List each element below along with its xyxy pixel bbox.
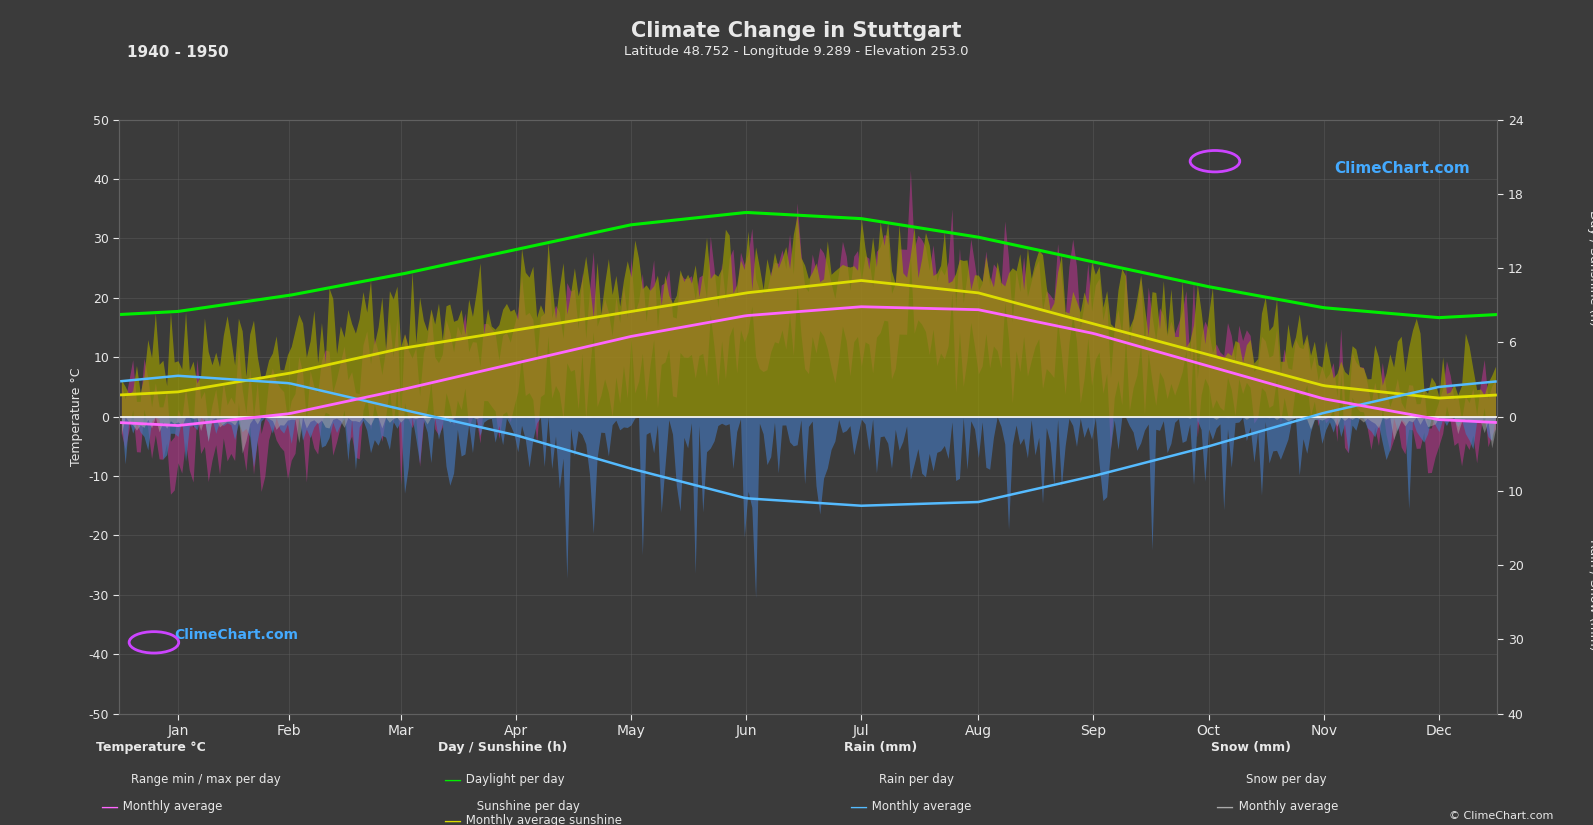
Text: Monthly average: Monthly average: [868, 800, 972, 813]
Text: Day / Sunshine (h): Day / Sunshine (h): [1587, 210, 1593, 326]
Text: Monthly average: Monthly average: [119, 800, 223, 813]
Text: Snow (mm): Snow (mm): [1211, 741, 1290, 754]
Text: Range min / max per day: Range min / max per day: [131, 773, 280, 786]
Text: —: —: [849, 798, 867, 816]
Text: Daylight per day: Daylight per day: [462, 773, 564, 786]
Text: © ClimeChart.com: © ClimeChart.com: [1448, 811, 1553, 821]
Text: Latitude 48.752 - Longitude 9.289 - Elevation 253.0: Latitude 48.752 - Longitude 9.289 - Elev…: [624, 45, 969, 59]
Text: Monthly average: Monthly average: [1235, 800, 1338, 813]
Text: —: —: [100, 798, 118, 816]
Text: Rain / Snow (mm): Rain / Snow (mm): [1587, 539, 1593, 651]
Text: 1940 - 1950: 1940 - 1950: [127, 45, 229, 60]
Text: ClimeChart.com: ClimeChart.com: [1333, 161, 1470, 177]
Text: Temperature °C: Temperature °C: [96, 741, 205, 754]
Text: ClimeChart.com: ClimeChart.com: [175, 629, 298, 643]
Text: Day / Sunshine (h): Day / Sunshine (h): [438, 741, 567, 754]
Text: Climate Change in Stuttgart: Climate Change in Stuttgart: [631, 21, 962, 40]
Text: —: —: [443, 812, 460, 825]
Text: Monthly average sunshine: Monthly average sunshine: [462, 814, 621, 825]
Text: —: —: [443, 771, 460, 789]
Text: Sunshine per day: Sunshine per day: [473, 800, 580, 813]
Text: Rain (mm): Rain (mm): [844, 741, 918, 754]
Text: Rain per day: Rain per day: [879, 773, 954, 786]
Text: —: —: [1215, 798, 1233, 816]
Text: Snow per day: Snow per day: [1246, 773, 1327, 786]
Y-axis label: Temperature °C: Temperature °C: [70, 367, 83, 466]
